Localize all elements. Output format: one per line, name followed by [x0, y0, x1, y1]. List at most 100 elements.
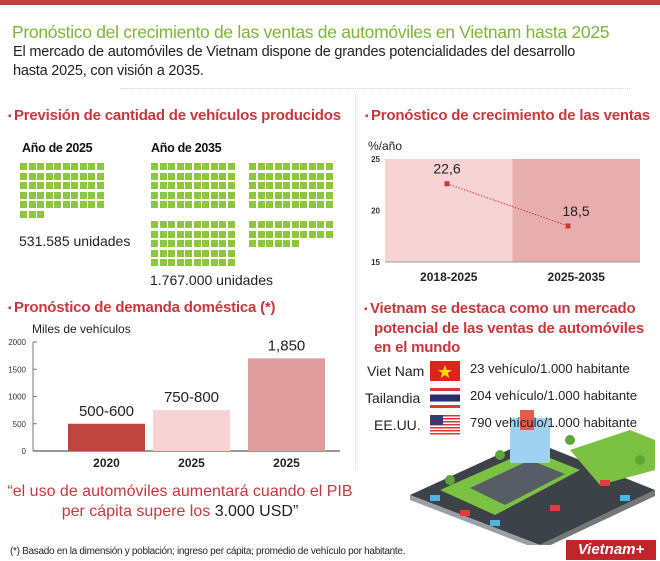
waffle-square: [308, 182, 316, 189]
waffle-square: [249, 240, 256, 247]
waffle-square: [159, 221, 167, 228]
waffle-square: [176, 230, 184, 238]
waffle-square: [185, 259, 192, 266]
waffle-square: [168, 249, 175, 257]
waffle-square: [283, 172, 290, 180]
waffle-square: [300, 182, 307, 189]
waffle-square: [202, 172, 209, 180]
waffle-square: [202, 201, 209, 208]
waffle-square: [185, 191, 192, 199]
units-2025: 531.585 unidades: [19, 233, 131, 249]
waffle-square: [291, 182, 299, 189]
waffle-square: [227, 182, 235, 189]
x-tick-label: 2018-2025: [420, 270, 478, 284]
country-name: EE.UU.: [374, 417, 421, 433]
waffle-square: [283, 163, 290, 170]
waffle-square: [308, 172, 316, 180]
waffle-square: [71, 163, 78, 170]
waffle-square: [219, 191, 226, 199]
waffle-square: [20, 172, 27, 180]
waffle-square: [37, 172, 44, 180]
waffle-square: [193, 240, 201, 247]
waffle-square: [20, 163, 27, 170]
waffle-square: [159, 172, 167, 180]
waffle-square: [45, 182, 53, 189]
waffle-square: [151, 201, 158, 208]
waffle-square: [291, 230, 299, 238]
waffle-square: [210, 191, 218, 199]
waffle-square: [317, 201, 324, 208]
country-name: Tailandia: [365, 390, 421, 406]
y-tick-label: 0: [22, 447, 27, 456]
waffle-square: [249, 182, 256, 189]
waffle-square: [325, 191, 333, 199]
y-tick-label: 1500: [8, 365, 26, 374]
data-label: 22,6: [433, 161, 460, 177]
waffle-square: [176, 163, 184, 170]
waffle-square: [168, 182, 175, 189]
waffle-square: [202, 182, 209, 189]
section-heading-growth: Pronóstico de crecimiento de las ventas: [365, 106, 650, 126]
waffle-square: [185, 249, 192, 257]
band: [512, 159, 640, 262]
waffle-square: [159, 249, 167, 257]
waffle-square: [168, 230, 175, 238]
waffle-square: [62, 201, 70, 208]
waffle-square: [79, 172, 87, 180]
waffle-square: [159, 230, 167, 238]
data-label: 500-600: [79, 403, 134, 420]
quote-highlight: 3.000 USD”: [214, 503, 299, 520]
waffle-square: [96, 172, 104, 180]
waffle-square: [219, 240, 226, 247]
waffle-square: [185, 163, 192, 170]
waffle-square: [317, 172, 324, 180]
waffle-square: [45, 201, 53, 208]
waffle-square: [325, 221, 333, 228]
waffle-square: [317, 221, 324, 228]
waffle-square: [308, 191, 316, 199]
waffle-square: [210, 163, 218, 170]
waffle-square: [210, 230, 218, 238]
waffle-square: [151, 259, 158, 266]
city-illustration: [410, 410, 655, 545]
waffle-square: [300, 201, 307, 208]
section-heading-ranking: Vietnam se destaca como un mercado poten…: [364, 299, 654, 357]
footnote: (*) Basado en la dimensión y población; …: [10, 546, 406, 557]
waffle-square: [308, 201, 316, 208]
waffle-square: [28, 210, 36, 218]
y-tick-label: 15: [371, 258, 380, 267]
waffle-square: [210, 249, 218, 257]
waffle-square: [308, 230, 316, 238]
waffle-square: [266, 201, 273, 208]
vietnamplus-logo: Vietnam+: [566, 540, 656, 560]
waffle-square: [257, 182, 265, 189]
waffle-square: [168, 221, 175, 228]
waffle-square: [88, 172, 95, 180]
waffle-square: [54, 191, 61, 199]
waffle-square: [291, 191, 299, 199]
waffle-square: [325, 172, 333, 180]
waffle-square: [300, 230, 307, 238]
waffle-square: [54, 163, 61, 170]
vietnam-flag-icon: [430, 361, 460, 386]
divider: [120, 88, 630, 89]
waffle-square: [28, 182, 36, 189]
waffle-square: [210, 259, 218, 266]
waffle-square: [151, 221, 158, 228]
waffle-square: [210, 240, 218, 247]
waffle-square: [193, 230, 201, 238]
waffle-square: [274, 201, 282, 208]
waffle-square: [202, 191, 209, 199]
waffle-square: [283, 201, 290, 208]
section-heading-demand: Pronóstico de demanda doméstica (*): [8, 298, 276, 318]
waffle-square: [96, 191, 104, 199]
waffle-square: [54, 182, 61, 189]
waffle-square: [257, 163, 265, 170]
top-bar: [0, 0, 660, 5]
waffle-square: [210, 201, 218, 208]
waffle-square: [317, 163, 324, 170]
waffle-square: [54, 201, 61, 208]
year-label: Año de 2035: [151, 141, 222, 155]
waffle-square: [176, 249, 184, 257]
waffle-square: [151, 191, 158, 199]
